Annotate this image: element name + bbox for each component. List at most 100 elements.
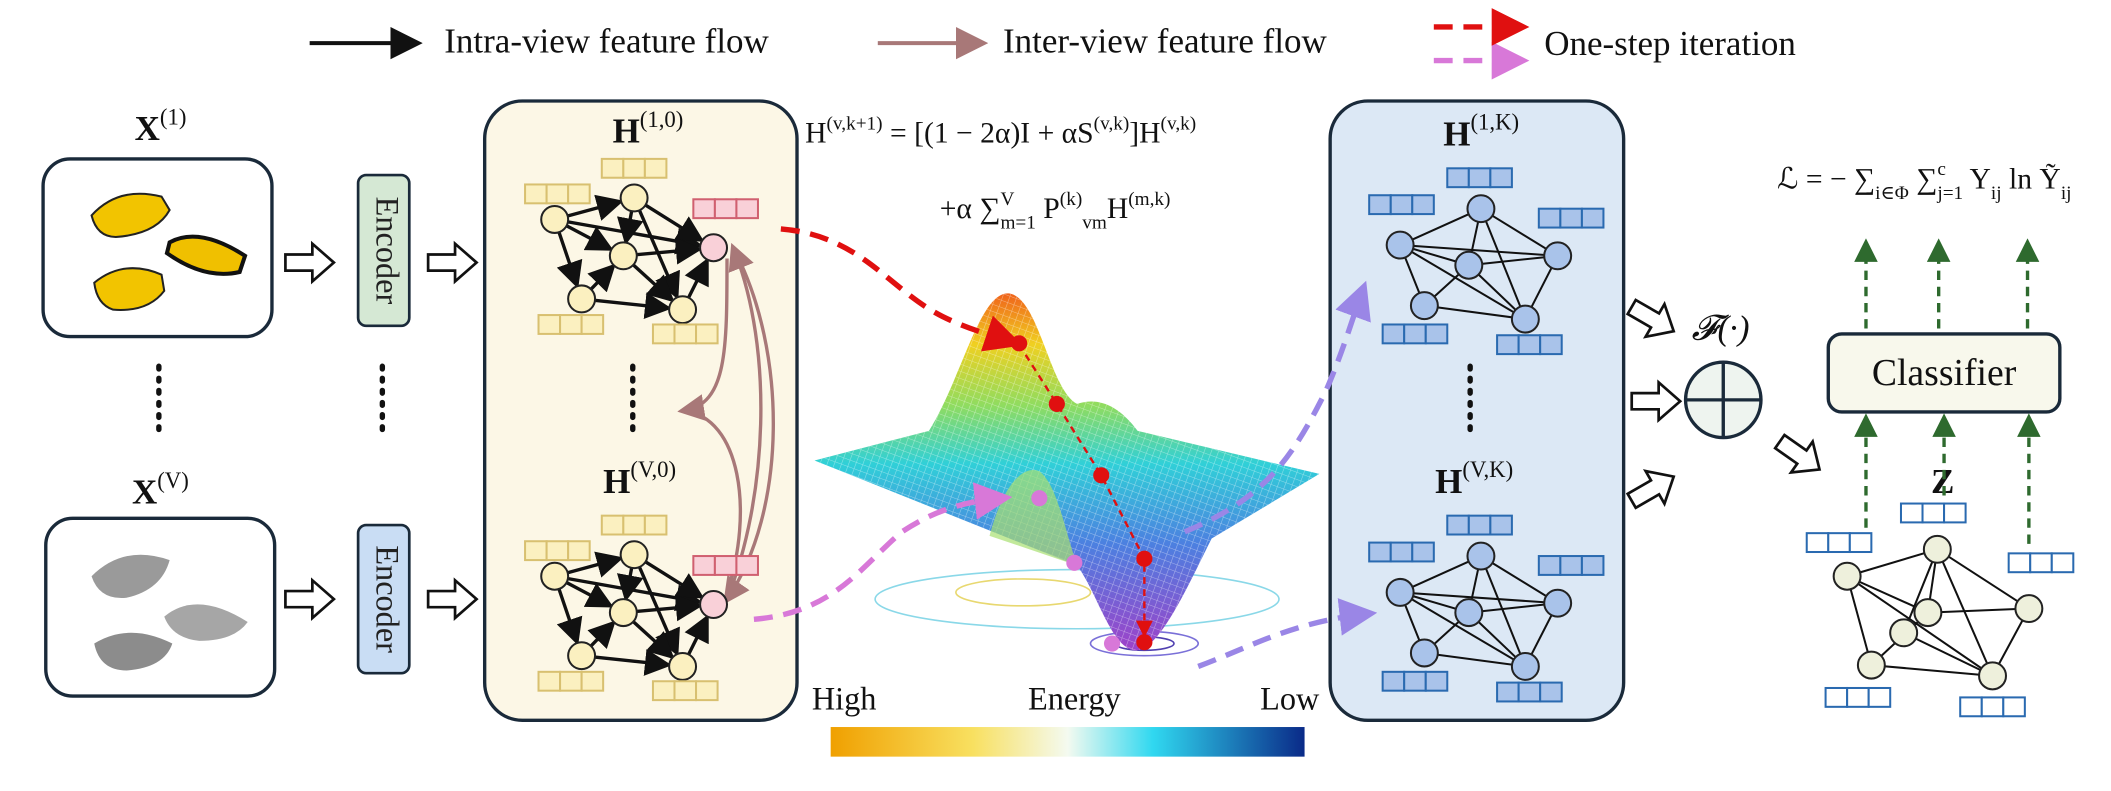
flow-arrow [1630,379,1683,424]
math-text: ℒ = − ∑ [1777,164,1875,196]
math-text: H [1107,193,1128,225]
graph-node [1978,661,2007,691]
flow-arrow [1625,298,1676,339]
feature-cell [622,157,646,179]
feature-cell [1848,532,1873,554]
math-text: H [1443,114,1470,153]
graph-edge [1480,555,1559,605]
encoder-label: Encoder [369,197,405,305]
graph-edge [1400,244,1558,257]
feature-cell [580,314,605,335]
classifier-label: Classifier [1872,352,2017,394]
feature-cell [1517,334,1542,356]
math-text: +α ∑ [940,193,1001,225]
graph-edge [1479,555,1527,667]
flow-arrow [284,577,336,621]
graph-node [1543,241,1573,271]
feature-cell [600,514,625,536]
colorbar-high: High [812,681,877,717]
feature-cell [643,514,668,536]
feature-cell [713,555,738,576]
input-label: X(V) [132,468,189,512]
math-sup: (1,0) [640,107,684,132]
graph-edge [1400,591,1558,605]
math-sub: vm [1082,212,1107,233]
feature-cell [1980,696,2005,718]
math-sup: (v,k+1) [826,113,882,134]
feature-cell [567,183,591,205]
fused-label: Z [1931,462,1954,501]
feature-cell [1489,514,1513,536]
math-sup: (V) [157,468,189,493]
graph-node [1466,541,1496,571]
iteration-path [1018,344,1153,638]
feature-cell [1559,207,1583,229]
feature-cell [1921,502,1946,524]
feature-cell [692,555,716,576]
classifier-arrows [1854,238,2041,544]
graph-edge [1846,575,1994,677]
feature-cell [1368,541,1392,563]
math-text: ]H [1129,118,1160,150]
graph-edge [1927,607,2029,614]
iteration-arrow [780,226,1023,352]
graph-node [1510,651,1540,681]
graph-node [619,183,649,213]
feature-cell [1580,555,1605,576]
graph-node [1832,561,1862,591]
feature-cell [1517,681,1542,703]
graph-node [608,598,638,628]
graph-edge [1846,548,1938,578]
graph-node [1454,598,1484,628]
graph-label: H(1,K) [1443,110,1519,154]
iteration-arrow [1197,598,1378,669]
iteration-points [1011,335,1153,651]
graph-edge [1902,548,1939,634]
feature-cell [1403,670,1427,692]
feature-cell [567,540,591,562]
loss-equation: ℒ = − ∑i∈Φ ∑j=1 c Yij ln Ỹij [1777,159,2071,204]
feature-cell [1537,555,1562,576]
math-sub: m=1 [1000,212,1035,233]
update-equation: H(v,k+1) = [(1 − 2α)I + αS(v,k)]H(v,k) [805,113,1196,149]
feature-cell [651,323,676,345]
iteration-arrow [1183,280,1371,535]
energy-surface [814,293,1320,657]
encoder-label: Encoder [369,545,405,653]
feature-cell [537,670,562,692]
feature-cell [2029,552,2053,574]
encoder-box [356,523,411,675]
graph-edge [1468,602,1558,614]
input-box [41,157,274,339]
graph-node [1409,638,1439,668]
feature-cell [695,680,719,702]
legend-label: One-step iteration [1544,24,1796,63]
math-sub: ij [1991,183,2002,204]
feature-cell [1496,334,1520,356]
graph-node [567,641,597,671]
feature-cell [1389,194,1414,216]
graph-edge [1424,304,1526,321]
graph-node [1385,230,1415,260]
graph-node [619,540,649,570]
feature-cell [651,680,676,702]
graph-edge [1479,208,1527,320]
feature-cell [735,198,759,220]
graph-edge [1936,548,1994,677]
feature-cell [1489,167,1513,189]
feature-cell [559,314,583,335]
feature-cell [1467,514,1492,536]
math-text: H [1435,462,1462,501]
graph-edge [1399,244,1526,320]
legend-label: Inter-view feature flow [1003,21,1328,60]
feature-cell [692,198,716,220]
math-text: H [603,462,630,501]
feature-cell [2002,696,2026,718]
feature-cell [545,540,570,562]
math-sup: V [1000,189,1014,210]
fusion-label: 𝓕(·) [1692,308,1750,347]
graph-node [1510,304,1540,334]
math-text: H [805,118,826,150]
flow-arrow [1773,433,1822,475]
update-equation: +α ∑m=1V P(k)vmH(m,k) [940,189,1171,234]
